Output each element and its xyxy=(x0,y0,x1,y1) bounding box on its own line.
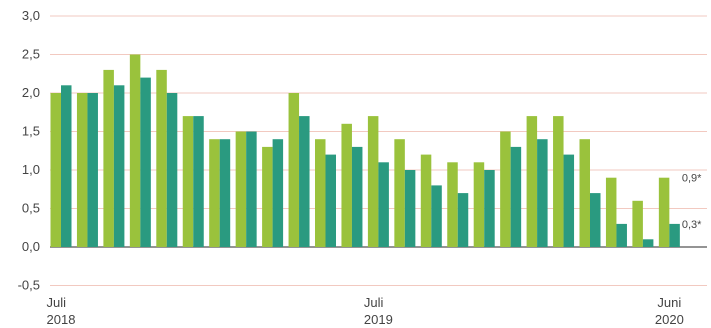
y-tick-label: 0,0 xyxy=(22,239,40,254)
bar-series-1-11 xyxy=(341,123,352,247)
bar-series-2-16 xyxy=(484,170,495,247)
bar-series-1-22 xyxy=(632,200,643,247)
bar-series-2-18 xyxy=(537,139,548,247)
bar-series-2-6 xyxy=(219,139,231,247)
bar-series-1-8 xyxy=(262,146,273,247)
bar-series-2-11 xyxy=(351,146,363,247)
y-tick-label: 0,5 xyxy=(22,201,40,216)
data-label: 0,3* xyxy=(682,219,702,231)
bar-series-2-8 xyxy=(272,139,284,247)
x-tick-label-year: 2020 xyxy=(655,312,684,327)
x-tick-label-year: 2018 xyxy=(47,312,76,327)
bar-series-1-19 xyxy=(553,116,564,247)
bar-series-1-16 xyxy=(473,162,485,247)
bar-series-2-21 xyxy=(616,223,627,247)
bar-series-1-10 xyxy=(315,139,326,247)
bar-series-1-2 xyxy=(103,69,114,248)
bar-series-2-17 xyxy=(510,146,522,247)
data-label: 0,9* xyxy=(682,173,702,185)
bar-series-1-17 xyxy=(500,131,511,247)
y-tick-label: -0,5 xyxy=(18,278,40,293)
x-tick-label: Juli xyxy=(364,295,384,310)
bar-series-2-20 xyxy=(590,193,601,247)
bar-series-1-3 xyxy=(129,54,141,247)
x-axis: Juli 2018 Juli 2019 Juni 2020 xyxy=(47,295,684,327)
bar-series-1-21 xyxy=(605,177,617,247)
bar-series-1-14 xyxy=(420,154,432,247)
bar-series-2-13 xyxy=(404,170,416,247)
bar-series-2-0 xyxy=(61,85,72,247)
x-tick-label: Juni xyxy=(657,295,681,310)
y-tick-label: 2,5 xyxy=(22,47,40,62)
y-axis: -0,5 0,0 0,5 1,0 1,5 2,0 2,5 3,0 xyxy=(18,8,40,293)
bar-series-1-5 xyxy=(182,116,194,247)
bar-series-2-19 xyxy=(563,154,575,247)
bar-series-1-0 xyxy=(50,93,61,247)
bar-series-1-15 xyxy=(447,162,458,247)
bar-series-2-22 xyxy=(642,239,654,247)
y-tick-label: 1,0 xyxy=(22,162,40,177)
bar-series-2-9 xyxy=(299,116,310,247)
bar-series-1-18 xyxy=(526,116,538,247)
bar-series-1-7 xyxy=(235,131,247,247)
annotations: 0,9* 0,3* xyxy=(682,173,702,231)
bar-series-1-20 xyxy=(579,139,590,247)
y-tick-label: 2,0 xyxy=(22,85,40,100)
y-tick-label: 1,5 xyxy=(22,124,40,139)
bar-series-2-14 xyxy=(431,185,442,247)
bar-series-2-12 xyxy=(378,162,389,247)
bar-series-2-10 xyxy=(325,154,336,247)
bar-series-2-15 xyxy=(457,193,469,247)
bar-series-1-9 xyxy=(288,93,300,247)
bar-series-2-1 xyxy=(87,93,98,247)
bar-series-2-5 xyxy=(193,116,204,247)
bar-series-1-4 xyxy=(156,69,167,248)
bar-series-1-1 xyxy=(76,93,88,247)
bar-series-2-7 xyxy=(246,131,257,247)
bar-series-1-13 xyxy=(394,139,405,247)
bar-series-2-3 xyxy=(140,77,151,247)
y-tick-label: 3,0 xyxy=(22,8,40,23)
bar-series-1-12 xyxy=(367,116,379,247)
x-tick-label-year: 2019 xyxy=(364,312,393,327)
bar-series-2-23 xyxy=(669,223,680,247)
bar-series-1-6 xyxy=(209,139,220,247)
x-tick-label: Juli xyxy=(47,295,67,310)
bar-series-2-2 xyxy=(113,85,125,247)
bar-series-1-23 xyxy=(658,177,670,247)
bars xyxy=(50,54,680,248)
bar-series-2-4 xyxy=(166,93,178,247)
